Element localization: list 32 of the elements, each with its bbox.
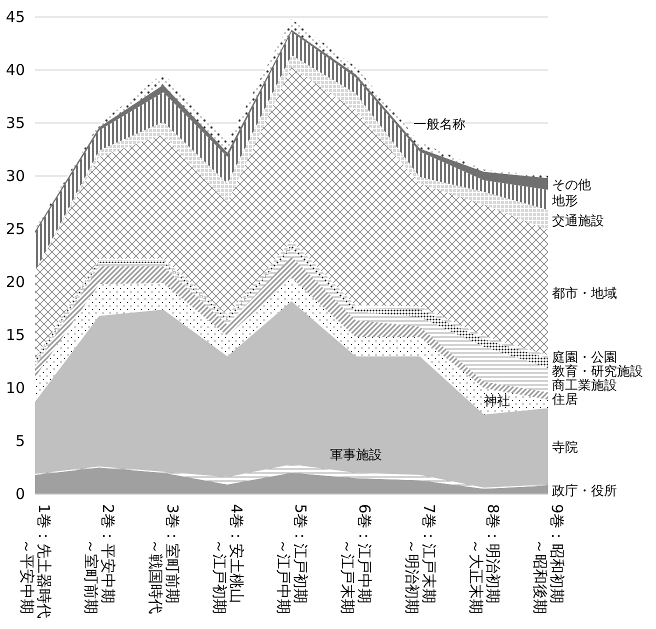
- series-label: その他: [552, 178, 591, 193]
- y-tick-label: 45: [6, 8, 25, 26]
- series-label: 教育・研究施設: [552, 364, 643, 380]
- series-label: 交通施設: [552, 212, 604, 229]
- y-tick-label: 25: [6, 220, 25, 238]
- y-tick-label: 0: [15, 485, 25, 503]
- series-label: 軍事施設: [330, 448, 382, 464]
- x-tick-label: 4巻：安土桃山～江戸初期: [210, 504, 246, 614]
- series-label: 住居: [551, 392, 578, 408]
- series-label: 都市・地域: [552, 286, 617, 302]
- y-tick-label: 15: [6, 326, 25, 344]
- series-label: 商工業施設: [552, 378, 617, 394]
- series-label: 神社: [484, 394, 510, 409]
- x-tick-label: 1巻：先土器時代～平安中期: [18, 504, 53, 619]
- y-tick-label: 40: [6, 61, 25, 79]
- series-label: 政庁・役所: [552, 482, 617, 499]
- series-label: 地形: [551, 194, 578, 209]
- y-tick-label: 35: [6, 114, 25, 132]
- y-tick-label: 30: [6, 167, 25, 185]
- series-label: 庭園・公園: [552, 350, 617, 366]
- x-tick-label: 3巻：室町前期～戦国時代: [146, 504, 182, 614]
- series-label: 寺院: [552, 440, 578, 456]
- x-tick-label: 6巻：江戸中期～江戸末期: [338, 504, 374, 614]
- x-tick-label: 2巻：平安中期～室町前期: [82, 504, 118, 614]
- y-tick-label: 5: [15, 432, 25, 450]
- y-tick-label: 20: [6, 273, 25, 291]
- x-tick-label: 8巻：明治初期～大正末期: [466, 504, 502, 614]
- y-tick-label: 10: [6, 379, 25, 397]
- x-tick-label: 5巻：江戸初期～江戸中期: [274, 504, 310, 614]
- series-label: 一般名称: [413, 117, 466, 132]
- x-tick-label: 9巻：昭和初期～昭和後期: [531, 504, 566, 614]
- x-tick-label: 7巻：江戸末期～明治初期: [402, 504, 438, 614]
